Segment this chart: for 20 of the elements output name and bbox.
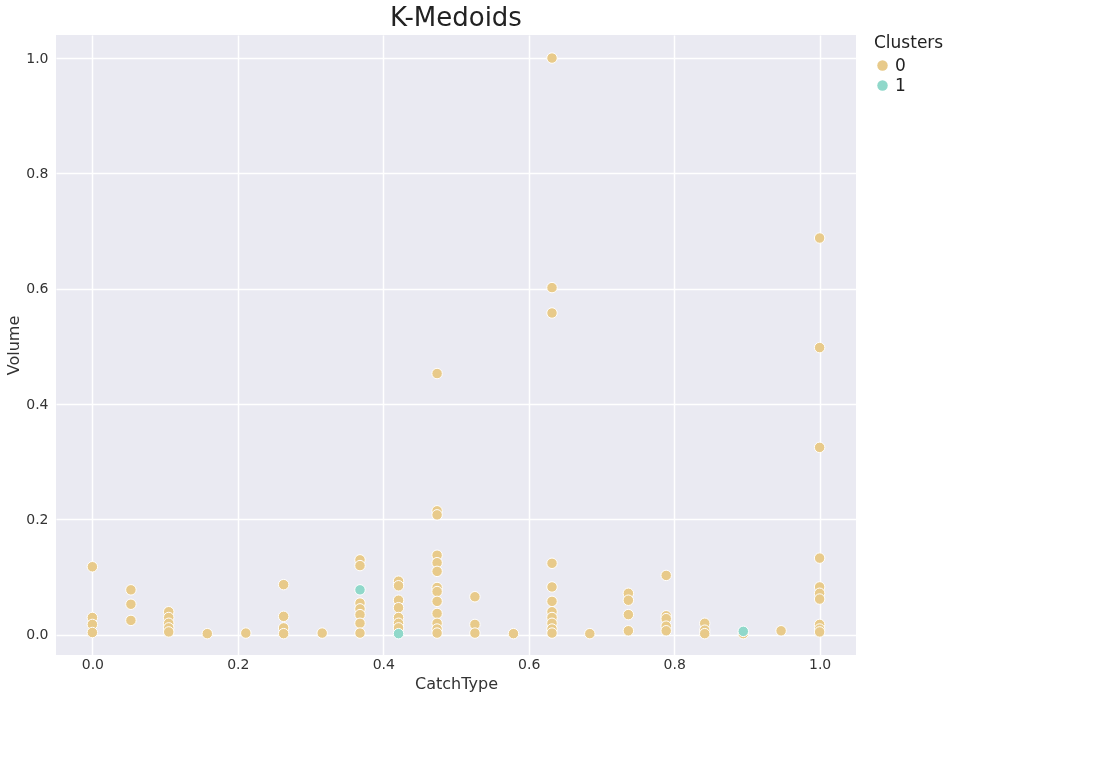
x-tick-label: 0.0 [81,655,104,672]
chart-title: K-Medoids [390,2,522,32]
x-tick-label: 0.4 [372,655,395,672]
y-tick-label: 1.0 [26,49,49,66]
point [354,584,366,596]
x-axis-title: CatchType [415,673,498,693]
x-tick-label: 0.2 [227,655,250,672]
y-axis-title: Volume [4,315,24,376]
x-tick-label: 0.8 [663,655,686,672]
x-tick-label: 1.0 [809,655,832,672]
legend-label: 0 [895,54,906,75]
y-tick-label: 0.0 [26,626,49,643]
x-tick-label: 0.6 [518,655,541,672]
y-tick-label: 0.2 [26,510,49,527]
legend-label: 1 [895,74,906,95]
point [392,627,405,640]
y-tick-label: 0.8 [26,164,49,181]
y-tick-label: 0.6 [26,280,49,297]
y-tick-label: 0.4 [26,395,49,412]
legend-title: Clusters [874,32,944,52]
